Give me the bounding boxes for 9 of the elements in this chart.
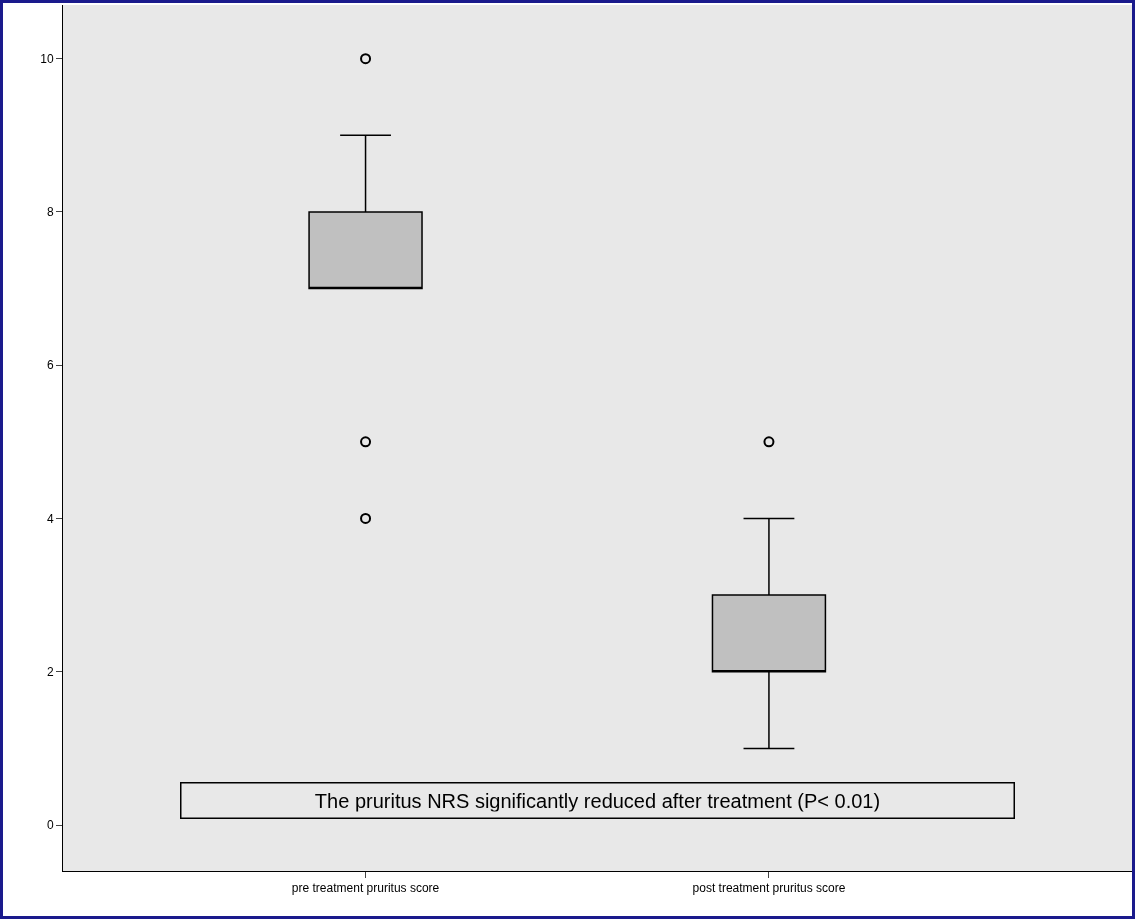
x-tick-label: pre treatment pruritus score <box>291 881 440 896</box>
y-tick-label: 2 <box>46 664 54 679</box>
y-tick-label: 10 <box>40 51 54 66</box>
y-tick-label: 6 <box>46 358 54 373</box>
y-tick-label: 0 <box>46 818 54 833</box>
annotation: The pruritus NRS significantly reduced after treatment (P< 0.01) <box>314 789 881 812</box>
y-tick-label: 4 <box>46 511 54 526</box>
x-tick-label: post treatment pruritus score <box>692 881 846 896</box>
y-tick-label: 8 <box>46 205 54 220</box>
